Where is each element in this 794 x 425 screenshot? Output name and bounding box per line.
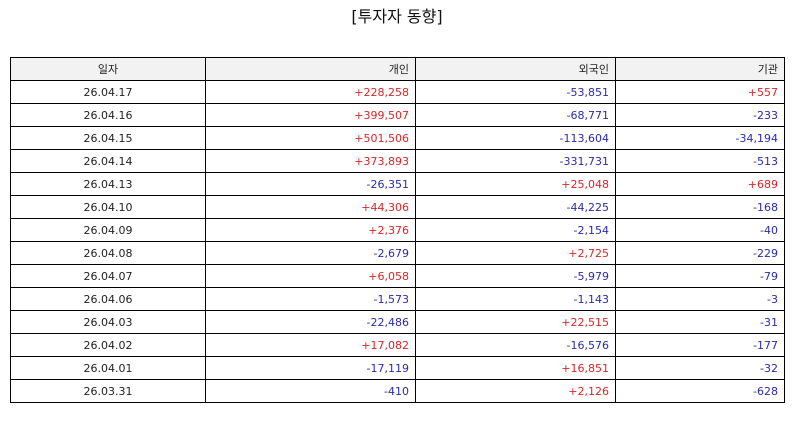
foreign-cell: -53,851	[415, 80, 616, 104]
table-row: 26.04.07 +6,058 -5,979 -79	[10, 264, 785, 288]
individual-cell: -26,351	[205, 172, 416, 196]
individual-cell: -2,679	[205, 241, 416, 265]
header-individual: 개인	[205, 57, 416, 81]
foreign-cell: +22,515	[415, 310, 616, 334]
date-cell: 26.04.13	[10, 172, 206, 196]
header-date: 일자	[10, 57, 206, 81]
individual-cell: +6,058	[205, 264, 416, 288]
table-row: 26.04.16 +399,507 -68,771 -233	[10, 103, 785, 127]
foreign-cell: -1,143	[415, 287, 616, 311]
foreign-cell: +16,851	[415, 356, 616, 380]
institution-cell: -177	[615, 333, 785, 357]
table-row: 26.03.31 -410 +2,126 -628	[10, 379, 785, 403]
table-row: 26.04.02 +17,082 -16,576 -177	[10, 333, 785, 357]
date-cell: 26.04.01	[10, 356, 206, 380]
institution-cell: -168	[615, 195, 785, 219]
institution-cell: -3	[615, 287, 785, 311]
table-row: 26.04.13 -26,351 +25,048 +689	[10, 172, 785, 196]
individual-cell: +44,306	[205, 195, 416, 219]
date-cell: 26.04.16	[10, 103, 206, 127]
institution-cell: -79	[615, 264, 785, 288]
date-cell: 26.04.06	[10, 287, 206, 311]
page-title: [투자자 동향]	[351, 7, 443, 26]
table-row: 26.04.10 +44,306 -44,225 -168	[10, 195, 785, 219]
institution-cell: -229	[615, 241, 785, 265]
table-row: 26.04.08 -2,679 +2,725 -229	[10, 241, 785, 265]
individual-cell: +501,506	[205, 126, 416, 150]
date-cell: 26.03.31	[10, 379, 206, 403]
table-row: 26.04.03 -22,486 +22,515 -31	[10, 310, 785, 334]
foreign-cell: -5,979	[415, 264, 616, 288]
institution-cell: +689	[615, 172, 785, 196]
institution-cell: -31	[615, 310, 785, 334]
table-row: 26.04.09 +2,376 -2,154 -40	[10, 218, 785, 242]
institution-cell: -34,194	[615, 126, 785, 150]
foreign-cell: -331,731	[415, 149, 616, 173]
individual-cell: -1,573	[205, 287, 416, 311]
table-row: 26.04.14 +373,893 -331,731 -513	[10, 149, 785, 173]
foreign-cell: +2,126	[415, 379, 616, 403]
institution-cell: -233	[615, 103, 785, 127]
individual-cell: +228,258	[205, 80, 416, 104]
date-cell: 26.04.14	[10, 149, 206, 173]
institution-cell: -628	[615, 379, 785, 403]
table-row: 26.04.01 -17,119 +16,851 -32	[10, 356, 785, 380]
individual-cell: +373,893	[205, 149, 416, 173]
header-foreign: 외국인	[415, 57, 616, 81]
foreign-cell: -68,771	[415, 103, 616, 127]
institution-cell: +557	[615, 80, 785, 104]
table-row: 26.04.17 +228,258 -53,851 +557	[10, 80, 785, 104]
individual-cell: -22,486	[205, 310, 416, 334]
table-header-row: 일자 개인 외국인 기관	[10, 57, 785, 81]
foreign-cell: +25,048	[415, 172, 616, 196]
date-cell: 26.04.03	[10, 310, 206, 334]
date-cell: 26.04.07	[10, 264, 206, 288]
table-row: 26.04.06 -1,573 -1,143 -3	[10, 287, 785, 311]
header-institution: 기관	[615, 57, 785, 81]
foreign-cell: -44,225	[415, 195, 616, 219]
date-cell: 26.04.02	[10, 333, 206, 357]
date-cell: 26.04.10	[10, 195, 206, 219]
individual-cell: +2,376	[205, 218, 416, 242]
individual-cell: -17,119	[205, 356, 416, 380]
date-cell: 26.04.15	[10, 126, 206, 150]
foreign-cell: -16,576	[415, 333, 616, 357]
date-cell: 26.04.08	[10, 241, 206, 265]
date-cell: 26.04.09	[10, 218, 206, 242]
individual-cell: +17,082	[205, 333, 416, 357]
investor-trend-table: 일자 개인 외국인 기관 26.04.17 +228,258 -53,851 +…	[10, 57, 785, 403]
table-row: 26.04.15 +501,506 -113,604 -34,194	[10, 126, 785, 150]
foreign-cell: +2,725	[415, 241, 616, 265]
individual-cell: +399,507	[205, 103, 416, 127]
institution-cell: -513	[615, 149, 785, 173]
foreign-cell: -113,604	[415, 126, 616, 150]
individual-cell: -410	[205, 379, 416, 403]
foreign-cell: -2,154	[415, 218, 616, 242]
date-cell: 26.04.17	[10, 80, 206, 104]
institution-cell: -32	[615, 356, 785, 380]
institution-cell: -40	[615, 218, 785, 242]
